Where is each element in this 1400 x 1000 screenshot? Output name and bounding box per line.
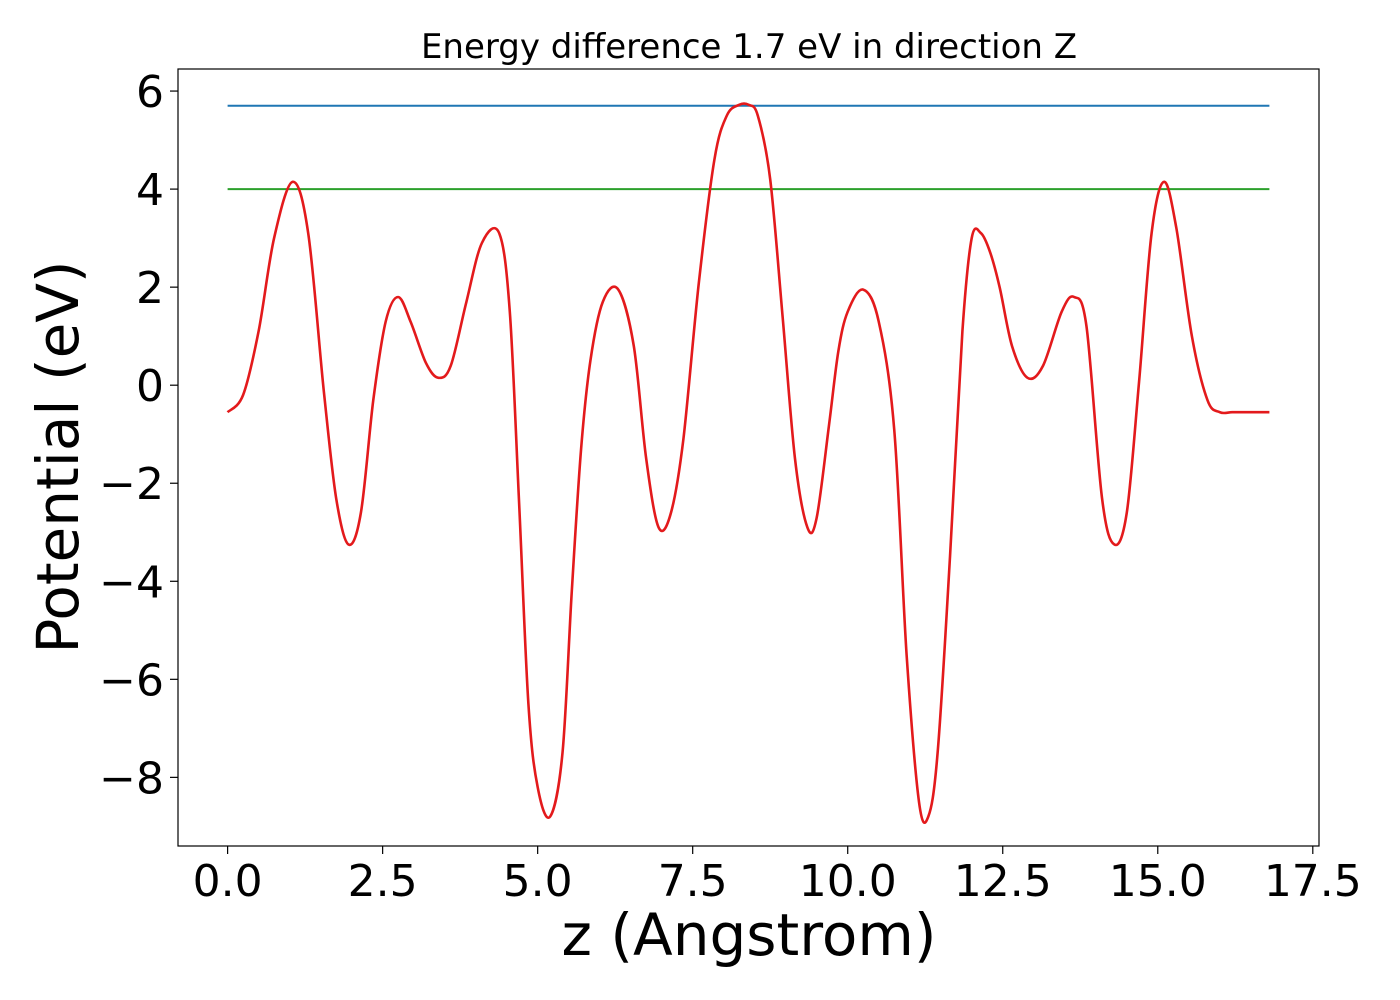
y-tick-label: −4 — [99, 557, 164, 608]
x-tick-label: 15.0 — [1109, 856, 1207, 907]
y-axis-ticks: 6 4 2 0 −2 −4 −6 −8 — [99, 67, 178, 804]
y-tick-label: −2 — [99, 459, 164, 510]
y-tick-label: 6 — [136, 67, 164, 118]
x-tick-label: 7.5 — [658, 856, 728, 907]
y-tick-label: 0 — [136, 361, 164, 412]
x-tick-label: 10.0 — [799, 856, 897, 907]
x-tick-label: 17.5 — [1264, 856, 1362, 907]
axes-frame — [177, 68, 1320, 847]
x-tick-label: 2.5 — [348, 856, 418, 907]
y-axis-label: Potential (eV) — [24, 260, 92, 653]
y-tick-label: 2 — [136, 263, 164, 314]
plot-area — [226, 102, 1270, 824]
x-tick-label: 12.5 — [954, 856, 1052, 907]
y-tick-label: −8 — [99, 753, 164, 804]
series-line-potential — [226, 102, 1270, 824]
y-tick-label: −6 — [99, 655, 164, 706]
chart-title: Energy difference 1.7 eV in direction Z — [421, 27, 1077, 67]
y-tick-label: 4 — [136, 165, 164, 216]
x-tick-label: 0.0 — [193, 856, 263, 907]
x-tick-label: 5.0 — [503, 856, 573, 907]
x-axis-ticks: 0.0 2.5 5.0 7.5 10.0 12.5 15.0 17.5 — [193, 846, 1362, 907]
x-axis-label: z (Angstrom) — [562, 901, 937, 969]
